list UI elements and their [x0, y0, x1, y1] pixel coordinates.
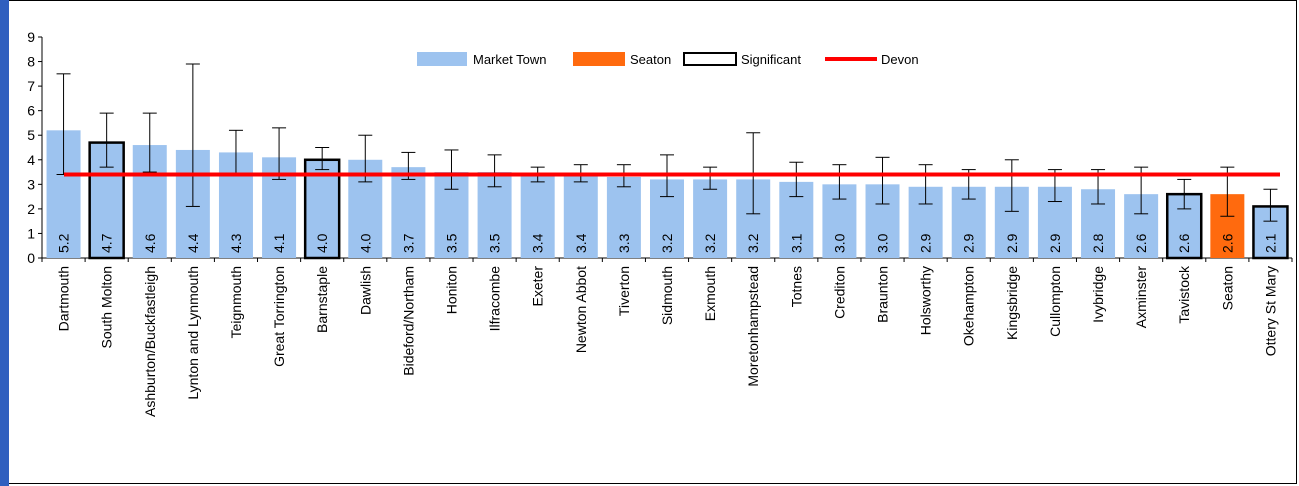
- value-label: 2.9: [961, 233, 977, 253]
- y-tick-label: 9: [27, 29, 35, 45]
- value-labels: 5.2 4.7 4.6 4.4 4.3 4.1 4.0 4.0 3.7 3.5 3.5 3.4 3.4 3…: [56, 233, 1279, 253]
- value-label: 5.2: [56, 233, 72, 253]
- category-label: Braunton: [875, 266, 891, 323]
- category-label: Ivybridge: [1090, 266, 1106, 323]
- y-tick-label: 6: [27, 103, 35, 119]
- value-label: 2.9: [1004, 233, 1020, 253]
- legend-swatch-seaton: [573, 52, 625, 66]
- category-label: Great Torrington: [271, 266, 287, 367]
- bars: [46, 130, 1289, 260]
- y-tick-label: 7: [27, 78, 35, 94]
- category-label: Exmouth: [702, 266, 718, 321]
- category-label: Axminster: [1133, 266, 1149, 329]
- value-label: 3.0: [875, 233, 891, 253]
- category-label: Okehampton: [961, 266, 977, 346]
- category-label: Dartmouth: [56, 266, 72, 331]
- y-tick-label: 5: [27, 127, 35, 143]
- category-label: Newton Abbot: [573, 266, 589, 353]
- value-label: 3.0: [831, 233, 847, 253]
- value-label: 2.9: [918, 233, 934, 253]
- category-label: Ottery St Mary: [1262, 266, 1278, 356]
- category-label: Honiton: [443, 266, 459, 314]
- value-label: 3.2: [702, 233, 718, 253]
- value-label: 3.2: [745, 233, 761, 253]
- legend: Market Town Seaton Significant Devon: [417, 52, 919, 67]
- y-tick-label: 4: [27, 152, 35, 168]
- value-label: 2.6: [1176, 233, 1192, 253]
- value-label: 4.0: [357, 233, 373, 253]
- x-axis-labels: Dartmouth South Molton Ashburton/Buckfastl…: [56, 265, 1279, 417]
- value-label: 4.7: [99, 233, 115, 253]
- value-label: 3.2: [659, 233, 675, 253]
- category-label: Crediton: [831, 266, 847, 319]
- y-tick-label: 8: [27, 54, 35, 70]
- category-label: Sidmouth: [659, 266, 675, 325]
- value-label: 2.8: [1090, 233, 1106, 253]
- legend-label: Seaton: [630, 52, 671, 67]
- legend-label: Market Town: [473, 52, 546, 67]
- y-tick-label: 0: [27, 250, 35, 266]
- value-label: 3.1: [788, 233, 804, 253]
- value-label: 3.4: [573, 233, 589, 253]
- value-label: 4.6: [142, 233, 158, 253]
- value-label: 3.5: [443, 233, 459, 253]
- value-label: 4.0: [314, 233, 330, 253]
- category-label: Barnstaple: [314, 266, 330, 333]
- category-label: Totnes: [788, 266, 804, 307]
- legend-swatch-market: [417, 52, 467, 66]
- value-label: 3.3: [616, 233, 632, 253]
- window-edge: [0, 0, 9, 486]
- category-label: Ilfracombe: [487, 266, 503, 332]
- value-label: 3.4: [530, 233, 546, 253]
- category-label: Ashburton/Buckfastleigh: [142, 266, 158, 417]
- y-tick-label: 3: [27, 176, 35, 192]
- y-tick-label: 2: [27, 201, 35, 217]
- bar: [606, 176, 641, 258]
- legend-label: Significant: [741, 52, 801, 67]
- value-label: 4.3: [228, 233, 244, 253]
- category-label: Teignmouth: [228, 266, 244, 338]
- value-label: 4.4: [185, 233, 201, 253]
- value-label: 2.6: [1133, 233, 1149, 253]
- category-label: South Molton: [99, 266, 115, 349]
- value-label: 2.9: [1047, 233, 1063, 253]
- bar: [693, 179, 728, 258]
- category-label: Exeter: [530, 266, 546, 307]
- legend-swatch-significant: [683, 52, 737, 66]
- category-label: Seaton: [1219, 266, 1235, 310]
- category-label: Tiverton: [616, 266, 632, 316]
- value-label: 2.6: [1219, 233, 1235, 253]
- category-label: Tavistock: [1176, 265, 1192, 324]
- bar: [563, 174, 598, 258]
- category-label: Kingsbridge: [1004, 266, 1020, 340]
- bar: [391, 167, 426, 258]
- value-label: 2.1: [1262, 233, 1278, 253]
- bar: [520, 174, 555, 258]
- category-label: Bideford/Northam: [400, 266, 416, 376]
- category-label: Dawlish: [357, 266, 373, 315]
- category-label: Cullompton: [1047, 266, 1063, 337]
- category-label: Lynton and Lynmouth: [185, 266, 201, 400]
- value-label: 3.7: [400, 233, 416, 253]
- value-label: 3.5: [487, 233, 503, 253]
- category-label: Moretonhampstead: [745, 266, 761, 387]
- legend-label: Devon: [881, 52, 919, 67]
- y-tick-label: 1: [27, 225, 35, 241]
- value-label: 4.1: [271, 233, 287, 253]
- category-label: Holsworthy: [918, 266, 934, 335]
